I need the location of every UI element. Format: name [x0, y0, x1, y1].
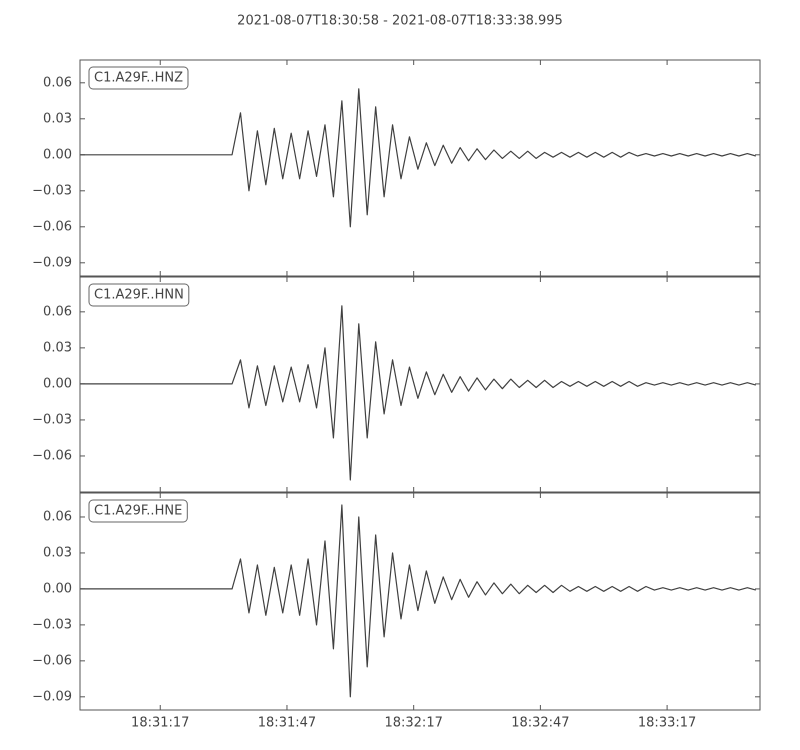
frame: [79, 492, 761, 711]
y-tick-label: 0.00: [43, 376, 72, 391]
chart-title: 2021-08-07T18:30:58 - 2021-08-07T18:33:3…: [237, 14, 563, 29]
trace: [80, 305, 756, 481]
y-tick-label: 0.06: [43, 75, 72, 90]
label-box: [88, 66, 189, 90]
x-tick-label: 18:33:17: [638, 716, 696, 731]
frame: [79, 59, 761, 277]
trace-label: C1.A29F..HNZ: [94, 71, 183, 86]
label-box: [88, 499, 188, 523]
x-tick-label: 18:32:47: [511, 716, 569, 731]
label-box: [88, 283, 190, 307]
y-tick-label: −0.06: [32, 653, 72, 668]
y-tick-label: 0.00: [43, 147, 72, 162]
y-tick-label: −0.09: [32, 255, 72, 270]
y-tick-label: 0.06: [43, 304, 72, 319]
x-tick-label: 18:31:17: [131, 716, 189, 731]
y-tick-label: 0.00: [43, 581, 72, 596]
y-tick-label: 0.03: [43, 111, 72, 126]
y-tick-label: 0.03: [43, 340, 72, 355]
y-tick-label: 0.03: [43, 545, 72, 560]
y-tick-label: 0.06: [43, 509, 72, 524]
y-tick-label: −0.09: [32, 689, 72, 704]
y-tick-label: −0.06: [32, 448, 72, 463]
frame: [79, 276, 761, 493]
y-tick-label: −0.06: [32, 219, 72, 234]
y-tick-label: −0.03: [32, 412, 72, 427]
y-tick-label: −0.03: [32, 617, 72, 632]
x-tick-label: 18:32:17: [384, 716, 442, 731]
trace: [80, 88, 756, 228]
x-tick-label: 18:31:47: [258, 716, 316, 731]
trace: [80, 504, 756, 698]
trace-label: C1.A29F..HNE: [94, 504, 182, 519]
y-tick-label: −0.03: [32, 183, 72, 198]
trace-label: C1.A29F..HNN: [94, 288, 184, 303]
